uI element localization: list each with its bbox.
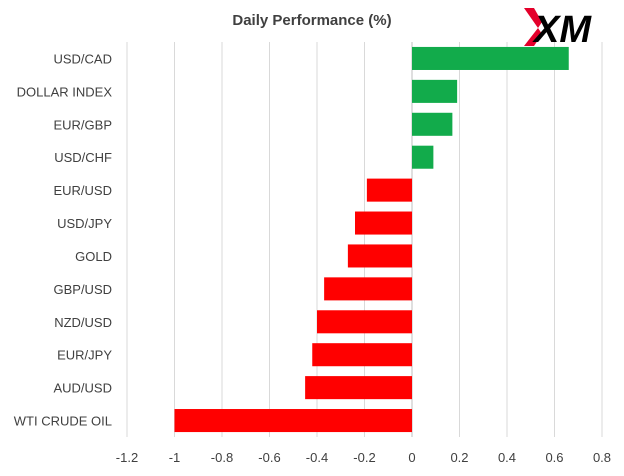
bar [324, 277, 412, 301]
x-tick-label: 0.4 [498, 450, 516, 465]
x-tick-label: -0.4 [306, 450, 328, 465]
xm-logo: XM [520, 4, 620, 51]
bar [312, 343, 412, 367]
x-tick-label: -0.6 [258, 450, 280, 465]
bar [317, 310, 412, 334]
x-tick-label: -1 [169, 450, 181, 465]
xm-logo-icon: XM [524, 8, 592, 51]
category-label: GBP/USD [53, 282, 112, 297]
category-label: AUD/USD [53, 381, 112, 396]
category-labels: USD/CAD DOLLAR INDEX EUR/GBP USD/CHF EUR/USD… [14, 51, 113, 428]
category-label: USD/JPY [57, 216, 112, 231]
category-label: NZD/USD [54, 315, 112, 330]
x-tick-label: 0.2 [450, 450, 468, 465]
bar [412, 145, 434, 169]
category-label: GOLD [75, 249, 112, 264]
category-label: EUR/GBP [53, 117, 112, 132]
x-tick-label: 0.6 [545, 450, 563, 465]
bar [412, 79, 458, 103]
bar [366, 178, 412, 202]
category-label: USD/CHF [54, 150, 112, 165]
x-tick-label: 0.8 [593, 450, 611, 465]
bar [305, 376, 412, 400]
xm-logo-text: XM [532, 9, 592, 48]
x-axis-ticks: -1.2 -1 -0.8 -0.6 -0.4 -0.2 0 0.2 0.4 0.6 0.8 [116, 450, 611, 465]
x-tick-label: -0.8 [211, 450, 233, 465]
category-label: WTI CRUDE OIL [14, 414, 112, 429]
bars [174, 46, 569, 433]
x-tick-label: 0 [408, 450, 415, 465]
chart-title: Daily Performance (%) [232, 12, 391, 29]
bar [412, 112, 453, 136]
category-label: EUR/JPY [57, 348, 112, 363]
category-label: EUR/USD [53, 183, 112, 198]
bar [355, 211, 412, 235]
bar [174, 409, 412, 433]
x-tick-label: -0.2 [353, 450, 375, 465]
bar [412, 46, 569, 70]
bar [347, 244, 412, 268]
category-label: USD/CAD [53, 51, 112, 66]
category-label: DOLLAR INDEX [17, 84, 113, 99]
grid-lines [126, 42, 603, 437]
x-tick-label: -1.2 [116, 450, 138, 465]
